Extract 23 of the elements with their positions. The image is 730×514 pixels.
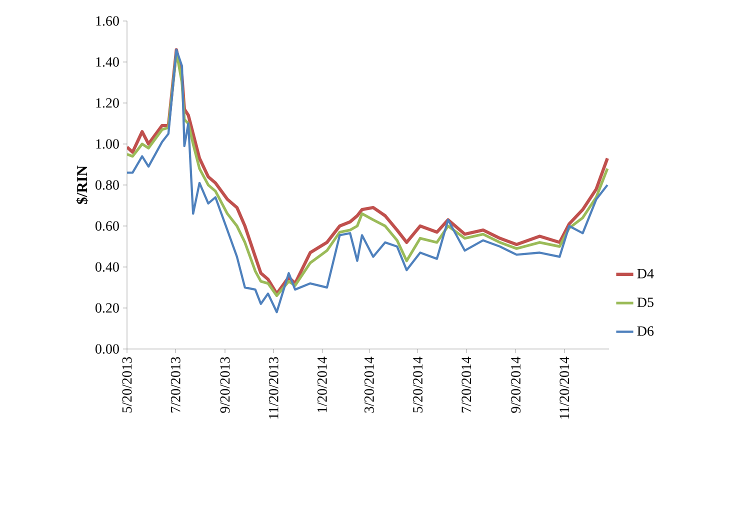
y-tick-label: 0.20 (96, 303, 119, 313)
legend-label: D4 (637, 268, 654, 278)
x-tick-label: 11/20/2014 (560, 356, 570, 419)
y-tick-label: 1.00 (96, 139, 119, 149)
x-tick-label: 11/20/2013 (268, 357, 278, 419)
y-tick-label: 1.20 (96, 98, 119, 108)
y-tick-label: 1.60 (96, 16, 119, 26)
x-tick-label: 9/20/2013 (220, 357, 230, 413)
y-tick-label: 0.00 (96, 344, 119, 354)
x-tick-label: 5/20/2013 (122, 357, 132, 412)
y-tick-label: 0.60 (96, 221, 119, 231)
x-tick-label: 7/20/2014 (462, 356, 472, 412)
legend-label: D6 (637, 326, 654, 336)
y-axis-title: $/RIN (76, 166, 88, 204)
x-tick-label: 7/20/2013 (170, 357, 180, 412)
legend-label: D5 (637, 298, 654, 308)
y-tick-label: 0.80 (96, 180, 119, 190)
y-tick-label: 1.40 (96, 57, 119, 67)
x-tick-label: 3/20/2014 (364, 356, 374, 413)
x-tick-label: 5/20/2014 (413, 356, 423, 412)
y-tick-label: 0.40 (96, 262, 119, 272)
x-tick-label: 9/20/2014 (511, 356, 521, 413)
x-tick-label: 1/20/2014 (317, 356, 327, 412)
